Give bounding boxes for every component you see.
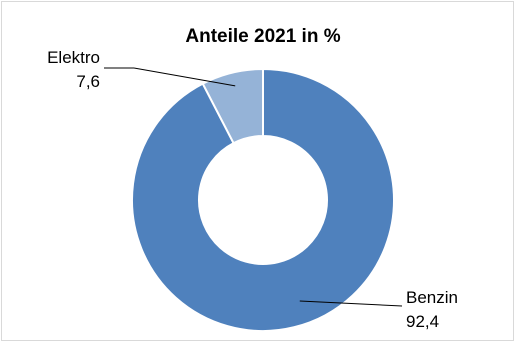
slice-label-elektro-value: 7,6 [76,72,100,91]
slice-elektro [201,67,264,145]
slice-benzin [131,67,395,332]
slice-label-benzin-value: 92,4 [406,312,439,331]
leader-line-elektro [133,67,236,87]
slice-label-benzin-name: Benzin [406,288,458,307]
chart-title: Anteile 2021 in % [185,26,340,47]
leader-line-benzin [299,300,403,307]
slice-label-elektro-name: Elektro [47,48,100,67]
